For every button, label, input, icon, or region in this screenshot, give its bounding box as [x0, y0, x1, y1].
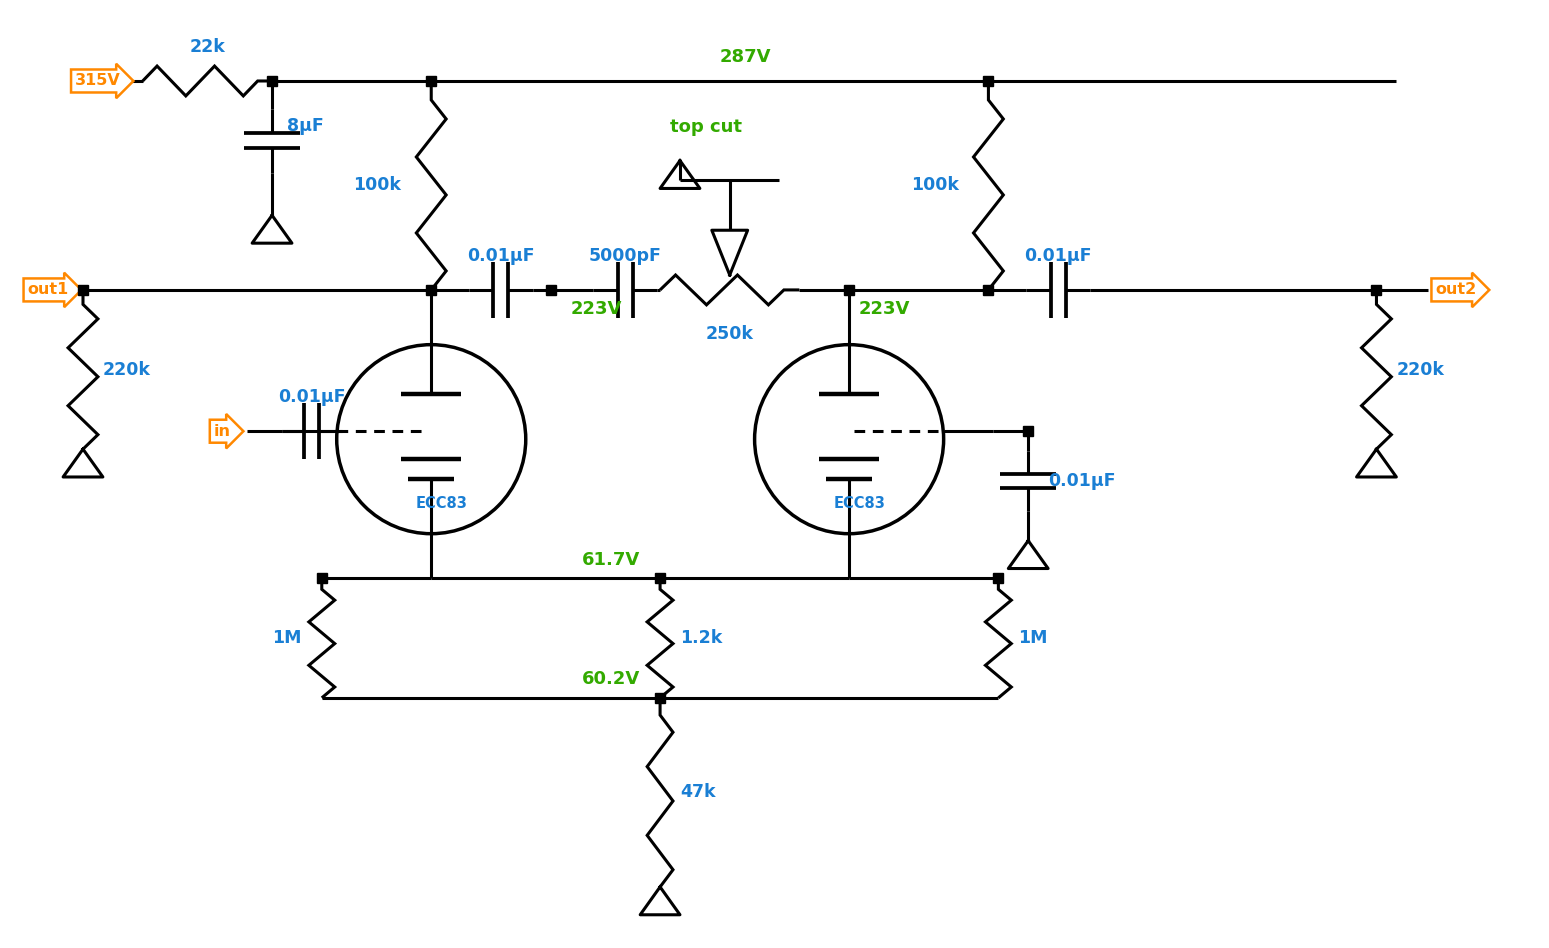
Text: 100k: 100k [911, 176, 959, 194]
Text: out2: out2 [1436, 283, 1476, 298]
Text: 220k: 220k [1396, 360, 1444, 378]
Text: 47k: 47k [680, 783, 716, 801]
Text: 100k: 100k [353, 176, 401, 194]
Text: ECC83: ECC83 [833, 497, 884, 511]
Text: 220k: 220k [102, 360, 150, 378]
Text: top cut: top cut [671, 118, 742, 136]
Text: 61.7V: 61.7V [582, 551, 640, 569]
Text: 287V: 287V [720, 48, 771, 66]
Text: 22k: 22k [189, 38, 225, 56]
Text: 5000pF: 5000pF [589, 247, 661, 265]
Text: 0.01μF: 0.01μF [1024, 247, 1092, 265]
Text: 8μF: 8μF [287, 117, 324, 135]
Text: out1: out1 [28, 283, 68, 298]
Text: 1M: 1M [273, 629, 302, 647]
Text: ECC83: ECC83 [415, 497, 468, 511]
Text: 1.2k: 1.2k [680, 629, 722, 647]
Text: 0.01μF: 0.01μF [279, 389, 345, 407]
Text: 0.01μF: 0.01μF [1049, 472, 1115, 490]
Text: in: in [214, 424, 231, 439]
Text: 250k: 250k [706, 325, 754, 343]
Text: 60.2V: 60.2V [582, 670, 640, 688]
Text: 0.01μF: 0.01μF [468, 247, 534, 265]
Text: 223V: 223V [570, 300, 621, 318]
Text: 223V: 223V [860, 300, 911, 318]
Text: 1M: 1M [1018, 629, 1047, 647]
Text: 315V: 315V [74, 74, 121, 88]
